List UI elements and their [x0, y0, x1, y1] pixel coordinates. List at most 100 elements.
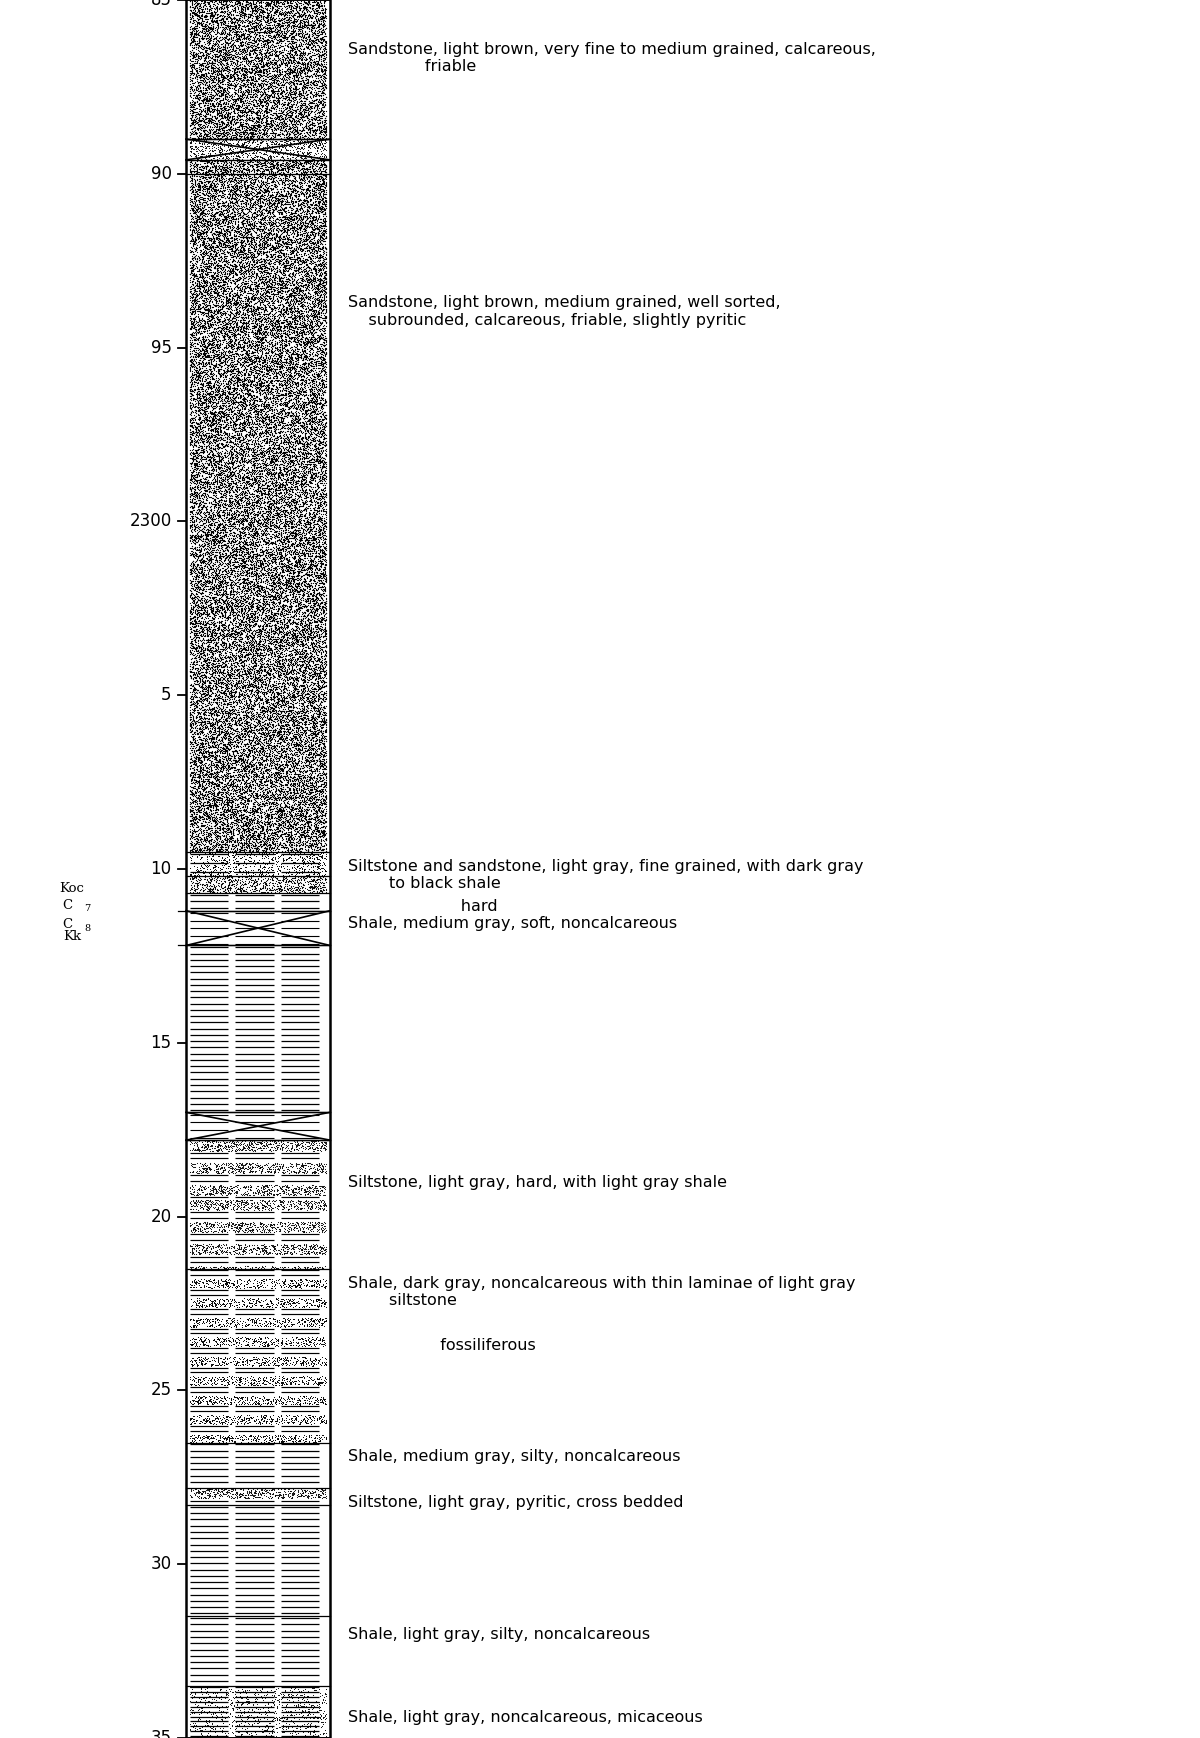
Point — [314, 17, 334, 45]
Point — [224, 1382, 244, 1410]
Point — [232, 21, 251, 49]
Point — [282, 271, 301, 299]
Point — [278, 400, 298, 428]
Point — [216, 836, 235, 864]
Point — [292, 1241, 311, 1269]
Point — [217, 306, 236, 334]
Point — [236, 706, 256, 733]
Point — [214, 188, 233, 216]
Point — [203, 640, 222, 667]
Point — [316, 1390, 335, 1418]
Point — [295, 867, 314, 895]
Point — [271, 709, 290, 737]
Point — [199, 304, 218, 332]
Point — [310, 673, 329, 700]
Point — [308, 485, 328, 513]
Point — [289, 149, 308, 177]
Point — [306, 429, 325, 457]
Point — [196, 1131, 215, 1159]
Point — [272, 754, 292, 782]
Point — [283, 433, 302, 461]
Point — [217, 1189, 236, 1217]
Point — [236, 768, 256, 796]
Point — [275, 487, 294, 514]
Point — [287, 547, 306, 575]
Point — [212, 221, 232, 249]
Point — [284, 445, 304, 473]
Point — [262, 367, 281, 395]
Point — [234, 730, 253, 758]
Point — [306, 417, 325, 445]
Point — [277, 97, 296, 125]
Point — [264, 245, 283, 273]
Point — [240, 730, 259, 758]
Point — [203, 504, 222, 532]
Point — [239, 631, 258, 659]
Point — [221, 826, 240, 853]
Point — [191, 200, 210, 228]
Point — [233, 577, 252, 605]
Point — [257, 120, 276, 148]
Point — [203, 1423, 222, 1451]
Point — [238, 810, 257, 838]
Point — [228, 826, 247, 853]
Point — [248, 711, 268, 739]
Point — [258, 419, 277, 447]
Point — [288, 608, 307, 636]
Point — [310, 21, 329, 49]
Point — [246, 631, 265, 659]
Point — [210, 299, 229, 327]
Point — [264, 603, 283, 631]
Point — [276, 1715, 295, 1738]
Point — [188, 388, 208, 415]
Point — [215, 222, 234, 250]
Point — [188, 368, 208, 396]
Point — [287, 395, 306, 422]
Point — [211, 252, 230, 280]
Point — [265, 16, 284, 43]
Point — [242, 579, 262, 607]
Point — [199, 1476, 218, 1503]
Point — [205, 780, 224, 808]
Point — [281, 82, 300, 109]
Point — [252, 648, 271, 676]
Point — [301, 739, 320, 766]
Point — [232, 1481, 251, 1509]
Point — [214, 1171, 233, 1199]
Point — [186, 23, 205, 50]
Point — [206, 1474, 226, 1502]
Point — [280, 365, 299, 393]
Point — [312, 165, 331, 193]
Point — [282, 514, 301, 542]
Point — [194, 325, 214, 353]
Point — [294, 408, 313, 436]
Point — [191, 229, 210, 257]
Point — [287, 275, 306, 302]
Point — [228, 772, 247, 799]
Point — [209, 344, 228, 372]
Point — [262, 780, 281, 808]
Point — [199, 176, 218, 203]
Point — [218, 643, 238, 671]
Point — [246, 217, 265, 245]
Point — [278, 0, 298, 19]
Point — [234, 1133, 253, 1161]
Point — [293, 617, 312, 645]
Point — [253, 1330, 272, 1357]
Point — [276, 391, 295, 419]
Point — [229, 652, 248, 680]
Point — [314, 282, 334, 309]
Point — [234, 200, 253, 228]
Point — [218, 791, 238, 819]
Point — [256, 765, 275, 793]
Point — [247, 554, 266, 582]
Point — [203, 806, 222, 834]
Point — [221, 461, 240, 488]
Point — [258, 671, 277, 699]
Point — [288, 1693, 307, 1721]
Point — [241, 228, 260, 255]
Point — [232, 1408, 251, 1436]
Point — [311, 351, 330, 379]
Point — [212, 594, 232, 622]
Point — [301, 777, 320, 805]
